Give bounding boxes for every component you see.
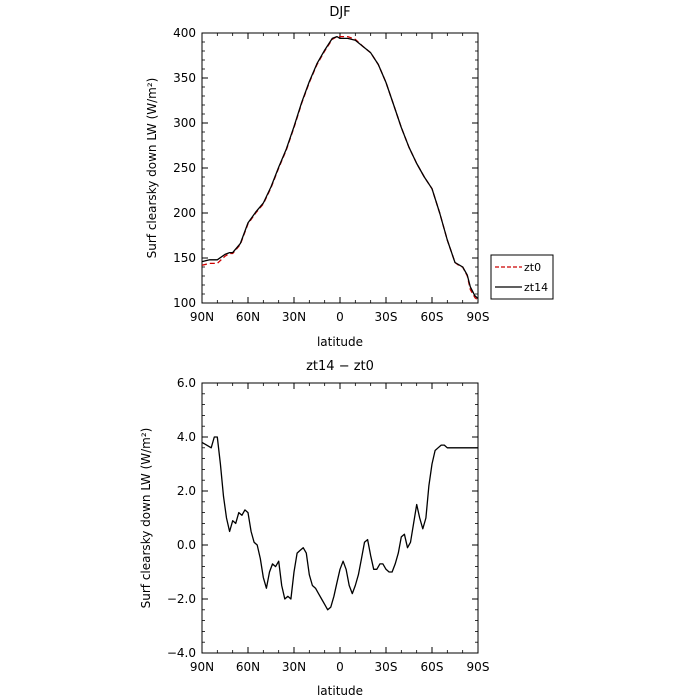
top-series-line-zt14 <box>201 35 479 299</box>
top-xtick-label: 30S <box>375 310 398 324</box>
panel-bottom: zt14 − zt0 −4.0 −2.0 0.0 2.0 4.0 6.0 90N 60N 30N… <box>139 359 489 698</box>
legend-box <box>490 254 554 300</box>
top-xtick-label: 60N <box>236 310 260 324</box>
legend-label-zt0: zt0 <box>524 261 541 274</box>
top-series-line-zt0 <box>201 35 479 301</box>
top-ticks: 100 150 200 250 300 350 400 90N 60N 30N 0 30S 60S 90S <box>173 26 489 324</box>
top-ytick-label: 300 <box>173 116 196 130</box>
top-chart-title: DJF <box>329 5 350 20</box>
top-xtick-label: 30N <box>282 310 306 324</box>
top-ytick-label: 150 <box>173 251 196 265</box>
bottom-y-axis-label: Surf clearsky down LW (W/m²) <box>139 428 153 609</box>
top-x-axis-label: latitude <box>317 335 363 349</box>
top-y-axis-label: Surf clearsky down LW (W/m²) <box>145 78 159 259</box>
bottom-ticks: −4.0 −2.0 0.0 2.0 4.0 6.0 90N 60N 30N 0 30S 60S 90S <box>167 376 490 674</box>
bottom-chart-title: zt14 − zt0 <box>306 359 374 374</box>
bottom-plot-frame <box>201 382 479 654</box>
top-ytick-label: 100 <box>173 296 196 310</box>
top-ytick-label: 400 <box>173 26 196 40</box>
top-xtick-label: 0 <box>336 310 344 324</box>
bottom-xtick-label: 0 <box>336 660 344 674</box>
top-ytick-label: 200 <box>173 206 196 220</box>
top-ytick-label: 250 <box>173 161 196 175</box>
legend: zt0 zt14 <box>490 254 554 300</box>
top-ytick-label: 350 <box>173 71 196 85</box>
bottom-ytick-label: 2.0 <box>177 484 196 498</box>
top-xtick-label: 90S <box>467 310 490 324</box>
panel-top: DJF 100 150 200 250 300 350 400 90N 60N 30N 0 30S 60… <box>145 5 554 349</box>
bottom-xtick-label: 90S <box>467 660 490 674</box>
bottom-xtick-label: 90N <box>190 660 214 674</box>
legend-label-zt14: zt14 <box>524 281 548 294</box>
top-series <box>201 35 479 301</box>
bottom-series-line-series-0 <box>201 436 478 611</box>
bottom-ytick-label: −4.0 <box>167 646 196 660</box>
bottom-xtick-label: 30S <box>375 660 398 674</box>
bottom-ytick-label: −2.0 <box>167 592 196 606</box>
top-xtick-label: 60S <box>421 310 444 324</box>
bottom-xtick-label: 60N <box>236 660 260 674</box>
bottom-ytick-label: 6.0 <box>177 376 196 390</box>
bottom-ytick-label: 4.0 <box>177 430 196 444</box>
bottom-xtick-label: 60S <box>421 660 444 674</box>
bottom-xtick-label: 30N <box>282 660 306 674</box>
top-plot-frame <box>201 32 479 304</box>
bottom-x-axis-label: latitude <box>317 684 363 698</box>
bottom-series <box>201 436 478 611</box>
bottom-ytick-label: 0.0 <box>177 538 196 552</box>
top-xtick-label: 90N <box>190 310 214 324</box>
